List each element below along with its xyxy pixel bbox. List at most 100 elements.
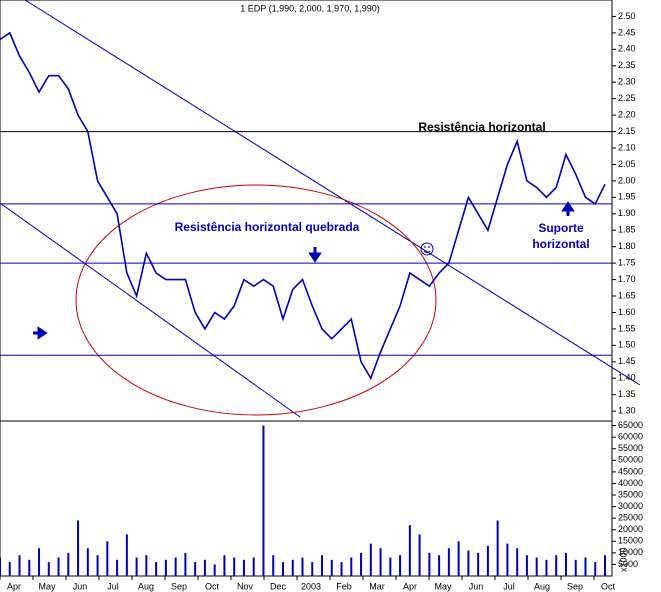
volume-bar: [604, 555, 606, 576]
volume-bar: [340, 562, 343, 576]
volume-bar: [535, 557, 538, 576]
arrow-up: [561, 201, 575, 216]
annotation: Resistência horizontal: [418, 120, 545, 134]
y-tick-label: 1.70: [618, 274, 636, 284]
x-tick-label: 2003: [301, 581, 321, 591]
volume-bar: [96, 555, 99, 576]
y-tick-label: 1.60: [618, 307, 636, 317]
volume-bar: [369, 543, 372, 576]
volume-bar: [164, 559, 167, 576]
y-tick-label: 1.90: [618, 208, 636, 218]
x-tick-label: Dec: [270, 581, 287, 591]
x-tick-label: Jul: [107, 581, 119, 591]
volume-bar: [106, 541, 109, 576]
x-tick-label: Sep: [567, 581, 583, 591]
volume-bar: [252, 557, 255, 576]
x-tick-label: May: [434, 581, 452, 591]
y-tick-label: 2.00: [618, 175, 636, 185]
y-tick-label: 50000: [618, 455, 643, 465]
y-tick-label: 2.30: [618, 77, 636, 87]
volume-bar: [194, 562, 197, 576]
volume-bar: [516, 548, 519, 576]
x-tick-label: Aug: [138, 581, 154, 591]
volume-bar: [418, 534, 421, 576]
y-tick-label: 10000: [618, 547, 643, 557]
volume-bar: [8, 562, 11, 576]
y-tick-label: 20000: [618, 524, 643, 534]
x-tick-label: Oct: [601, 581, 616, 591]
volume-bar: [262, 425, 265, 576]
volume-bar: [155, 562, 158, 576]
volume-bar: [233, 557, 236, 576]
volume-bar: [184, 552, 187, 576]
volume-bar: [564, 552, 567, 576]
x-tick-label: Oct: [205, 581, 220, 591]
y-tick-label: 45000: [618, 466, 643, 476]
x-tick-label: Nov: [237, 581, 254, 591]
volume-bar: [330, 559, 333, 576]
volume-bar: [399, 555, 402, 576]
volume-bar: [457, 541, 460, 576]
x-tick-label: Feb: [336, 581, 352, 591]
annotation: horizontal: [532, 237, 589, 251]
y-tick-label: 1.35: [618, 389, 636, 399]
price-line: [0, 31, 606, 381]
volume-bar: [350, 557, 353, 576]
x-tick-label: Apr: [403, 581, 417, 591]
x-tick-label: Jun: [73, 581, 88, 591]
volume-bar: [77, 520, 80, 576]
volume-bar: [496, 520, 499, 576]
volume-bar: [311, 562, 314, 576]
annotation: Resistência horizontal quebrada: [175, 220, 360, 234]
x-tick-label: Sep: [171, 581, 187, 591]
volume-bar: [203, 559, 206, 576]
y-tick-label: 1.95: [618, 192, 636, 202]
volume-bar: [281, 562, 284, 576]
volume-bar: [57, 557, 60, 576]
x-tick-label: Apr: [7, 581, 21, 591]
volume-bar: [584, 557, 587, 576]
y-tick-label: 40000: [618, 478, 643, 488]
y-tick-label: 2.20: [618, 109, 636, 119]
volume-bar: [379, 548, 382, 576]
volume-bar: [447, 548, 450, 576]
volume-bar: [291, 559, 294, 576]
smiley: [420, 242, 434, 256]
x-tick-label: Jun: [469, 581, 484, 591]
volume-bar: [389, 557, 392, 576]
y-tick-label: 35000: [618, 489, 643, 499]
volume-bar: [242, 559, 245, 576]
y-tick-label: 1.80: [618, 241, 636, 251]
y-tick-label: 2.35: [618, 60, 636, 70]
y-tick-label: 1.65: [618, 290, 636, 300]
volume-bar: [28, 559, 31, 576]
y-tick-label: 1.75: [618, 258, 636, 268]
volume-bar: [47, 562, 50, 576]
volume-bar: [594, 562, 597, 576]
highlight-ellipse: [75, 184, 437, 416]
y-tick-label: 2.15: [618, 126, 636, 136]
arrow-down: [308, 247, 322, 263]
volume-bar: [545, 559, 548, 576]
trend-line: [0, 202, 301, 418]
y-tick-label: 1.40: [618, 373, 636, 383]
y-tick-label: 60000: [618, 432, 643, 442]
y-tick-label: 15000: [618, 536, 643, 546]
y-tick-label: 2.45: [618, 27, 636, 37]
volume-bar: [38, 548, 41, 576]
volume-bar: [18, 555, 21, 576]
volume-bar: [86, 548, 89, 576]
y-tick-label: 2.05: [618, 159, 636, 169]
volume-bar: [67, 552, 70, 576]
volume-bar: [301, 557, 304, 576]
y-tick-label: 2.50: [618, 11, 636, 21]
y-tick-label: 65000: [618, 420, 643, 430]
y-tick-label: 1.85: [618, 225, 636, 235]
x-tick-label: Mar: [369, 581, 385, 591]
volume-bar: [223, 555, 226, 576]
volume-bar: [213, 564, 216, 576]
volume-bar: [360, 552, 363, 576]
y-tick-label: 2.25: [618, 93, 636, 103]
volume-bar: [408, 525, 411, 576]
